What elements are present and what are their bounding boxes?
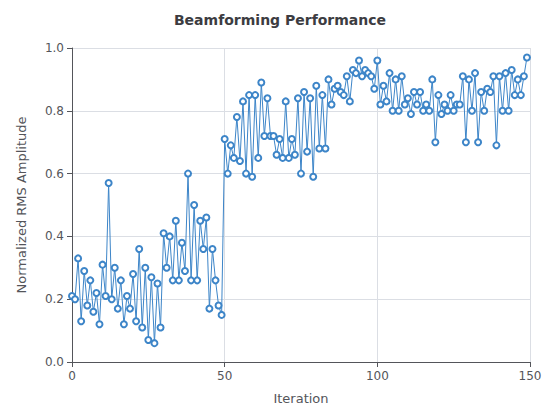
svg-text:150: 150	[519, 369, 542, 383]
svg-text:0.6: 0.6	[45, 167, 64, 181]
svg-text:0.8: 0.8	[45, 104, 64, 118]
svg-text:0: 0	[68, 369, 76, 383]
svg-text:50: 50	[217, 369, 232, 383]
svg-text:Iteration: Iteration	[273, 391, 328, 406]
svg-text:1.0: 1.0	[45, 41, 64, 55]
svg-text:0.0: 0.0	[45, 355, 64, 369]
svg-text:0.4: 0.4	[45, 229, 64, 243]
svg-text:100: 100	[366, 369, 389, 383]
svg-text:0.2: 0.2	[45, 292, 64, 306]
svg-text:Beamforming Performance: Beamforming Performance	[174, 12, 386, 28]
svg-text:Normalized RMS Amplitude: Normalized RMS Amplitude	[14, 116, 29, 293]
